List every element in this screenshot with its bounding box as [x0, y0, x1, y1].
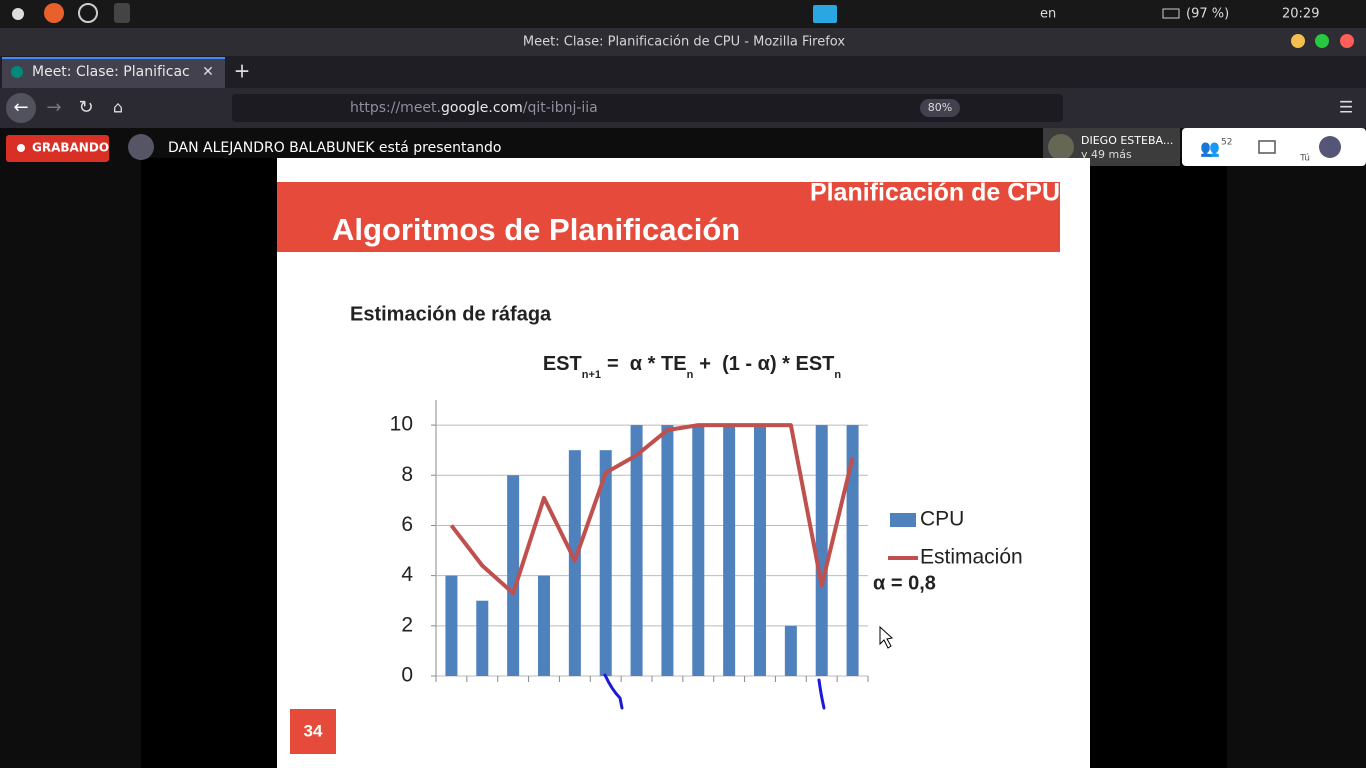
presenter-avatar — [128, 134, 154, 160]
pen-stroke — [817, 678, 826, 710]
back-button[interactable] — [6, 93, 36, 123]
formula-subscript: n — [687, 369, 694, 381]
legend-label: CPU — [920, 508, 964, 531]
title-bar — [0, 28, 1366, 56]
back-arrow: ← — [13, 97, 28, 118]
bar — [630, 425, 643, 676]
maximize-button[interactable] — [1315, 34, 1329, 48]
page-number-box — [290, 709, 336, 754]
chat-button[interactable] — [1258, 140, 1276, 154]
y-tick-label: 2 — [401, 613, 413, 636]
bar — [723, 425, 736, 676]
slide: Planificación de CPU Algoritmos de Plani… — [277, 158, 1090, 768]
zoom-badge[interactable] — [920, 99, 960, 117]
keyboard-layout[interactable]: en — [1040, 7, 1056, 22]
bar — [692, 425, 705, 676]
formula-part: + (1 - α) * EST — [699, 353, 834, 375]
meet-toolbar — [1182, 128, 1366, 166]
participant-more: y 49 más — [1081, 148, 1132, 161]
bar — [599, 450, 612, 676]
slide-header: Planificación de CPU — [810, 179, 1060, 207]
menu-button[interactable]: ☰ — [1339, 98, 1353, 117]
presenter-text: DAN ALEJANDRO BALABUNEK está presentando — [168, 140, 501, 156]
chrome-icon[interactable] — [78, 3, 98, 23]
bar — [661, 425, 674, 676]
bar — [815, 425, 828, 676]
apple-icon[interactable] — [12, 8, 24, 20]
bar — [538, 575, 550, 676]
tab-close[interactable]: ✕ — [202, 64, 214, 80]
bar — [568, 450, 581, 676]
sublime-icon[interactable] — [114, 3, 130, 23]
recording-label: GRABANDO — [32, 141, 109, 155]
tab-favicon — [11, 66, 23, 78]
close-button[interactable] — [1340, 34, 1354, 48]
participant-avatar — [1048, 134, 1074, 160]
formula-subscript: n+1 — [582, 369, 601, 381]
participant-name: DIEGO ESTEBA... — [1081, 134, 1173, 147]
clock[interactable]: 20:29 — [1282, 7, 1319, 22]
slide-background — [277, 158, 1090, 768]
forward-button[interactable]: → — [46, 97, 61, 118]
new-tab[interactable]: + — [234, 59, 251, 83]
reload-button[interactable]: ↻ — [78, 97, 93, 118]
url-path: /qit-ibnj-iia — [523, 100, 598, 116]
y-tick-label: 6 — [401, 513, 413, 536]
minimize-button[interactable] — [1291, 34, 1305, 48]
y-tick-label: 0 — [401, 664, 413, 687]
bar — [784, 625, 797, 676]
self-label: Tú — [1299, 154, 1310, 164]
home-button[interactable]: ⌂ — [113, 98, 123, 117]
recording-badge[interactable] — [6, 135, 109, 162]
formula-subscript: n — [834, 369, 841, 381]
mouse-cursor — [879, 625, 894, 649]
tab-strip — [0, 56, 1366, 88]
bar — [846, 425, 859, 676]
y-tick-label: 8 — [401, 463, 413, 486]
slide-subtitle: Estimación de ráfaga — [350, 303, 552, 325]
chart: 0 2 4 6 8 10 CPU Estimación — [390, 400, 1023, 687]
tab-indicator — [2, 57, 225, 59]
bar — [476, 600, 489, 676]
recording-dot — [17, 144, 25, 152]
self-avatar[interactable] — [1319, 136, 1341, 158]
window-title: Meet: Clase: Planificación de CPU - Mozi… — [523, 35, 845, 50]
url-bar[interactable] — [232, 94, 1063, 122]
tab[interactable] — [2, 57, 225, 88]
tab-title[interactable]: Meet: Clase: Planificac — [32, 64, 190, 80]
url[interactable]: https://meet.google.com/qit-ibnj-iia — [350, 100, 598, 116]
alpha-note: α = 0,8 — [873, 572, 936, 594]
bar — [507, 475, 520, 676]
formula: ESTn+1 = α * TEn + (1 - α) * ESTn — [543, 353, 842, 381]
pen-stroke — [603, 673, 624, 710]
y-tick-label: 4 — [401, 563, 413, 586]
page-number: 34 — [304, 721, 323, 740]
slide-header-bar — [277, 182, 1060, 252]
people-count: 52 — [1221, 138, 1232, 148]
url-prefix: https://meet. — [350, 100, 441, 116]
battery-level[interactable]: (97 %) — [1186, 7, 1229, 22]
bar — [445, 575, 458, 676]
legend-label: Estimación — [920, 546, 1023, 569]
people-button[interactable]: 👥 — [1200, 139, 1220, 158]
system-bar — [0, 0, 1366, 28]
zoom-level[interactable]: 80% — [928, 101, 952, 114]
legend-swatch — [890, 513, 916, 527]
files-icon[interactable] — [813, 5, 837, 23]
bar — [754, 425, 766, 676]
url-domain: google.com — [441, 100, 523, 116]
battery-icon — [1162, 8, 1180, 19]
y-tick-label: 10 — [390, 413, 413, 436]
line — [449, 423, 855, 596]
formula-part: EST — [543, 353, 582, 375]
firefox-icon[interactable] — [44, 3, 64, 23]
slide-title: Algoritmos de Planificación — [332, 212, 740, 247]
formula-part: = α * TE — [607, 353, 687, 375]
